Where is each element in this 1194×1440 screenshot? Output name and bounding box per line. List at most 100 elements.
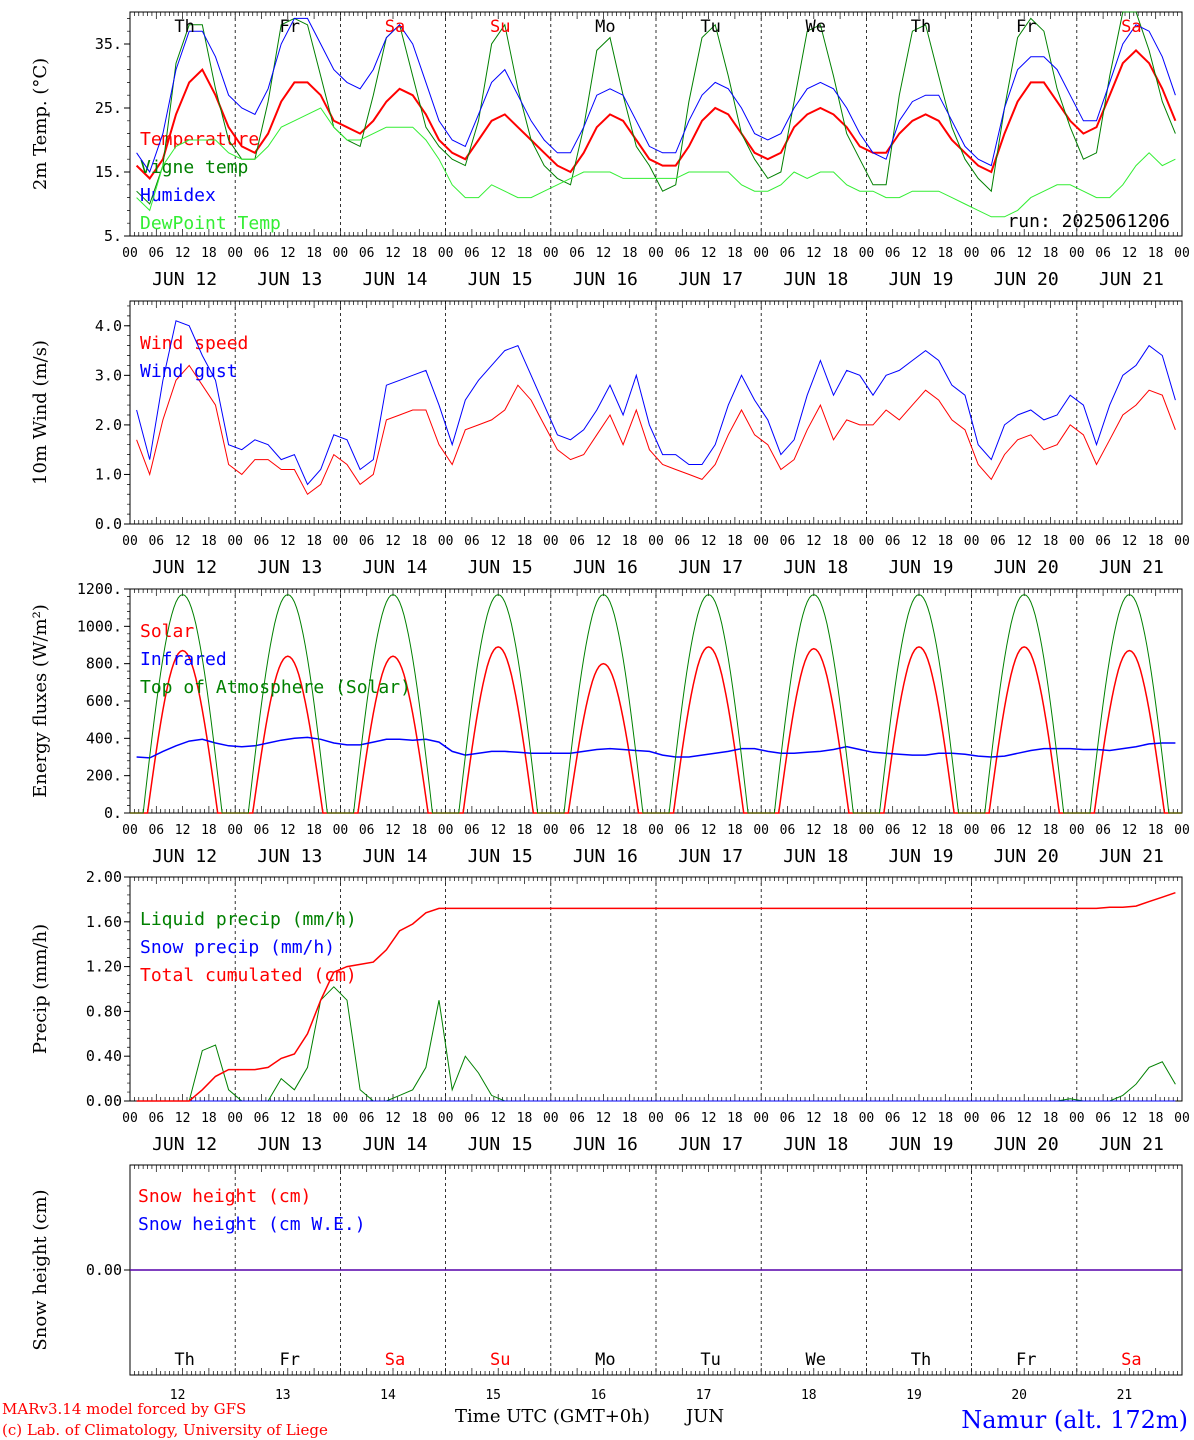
hour-tick-label: 00 <box>1069 246 1085 261</box>
hour-tick-label: 12 <box>806 246 822 261</box>
date-label: JUN 14 <box>362 846 427 867</box>
y-tick-label: 15. <box>95 163 122 181</box>
date-label: JUN 16 <box>573 846 638 867</box>
hour-tick-label: 06 <box>464 1111 480 1126</box>
hour-tick-label: 00 <box>1069 823 1085 838</box>
hour-tick-label: 12 <box>490 1111 506 1126</box>
date-label: JUN 15 <box>468 1134 533 1155</box>
day-number: 18 <box>801 1388 817 1403</box>
y-tick-label: 800. <box>86 655 122 673</box>
hour-tick-label: 12 <box>1016 823 1032 838</box>
hour-tick-label: 06 <box>990 246 1006 261</box>
y-tick-label: 5. <box>104 227 122 245</box>
y-tick-label: 2.0 <box>95 416 122 434</box>
hour-tick-label: 00 <box>333 246 349 261</box>
hour-tick-label: 00 <box>543 823 559 838</box>
date-label: JUN 12 <box>152 846 217 867</box>
hour-tick-label: 12 <box>911 534 927 549</box>
hour-tick-label: 12 <box>1122 823 1138 838</box>
hour-tick-label: 18 <box>937 823 953 838</box>
hour-tick-label: 00 <box>648 1111 664 1126</box>
x-axis-label: Time UTC (GMT+0h) <box>455 1406 650 1427</box>
hour-tick-label: 00 <box>227 823 243 838</box>
hour-tick-label: 00 <box>438 246 454 261</box>
hour-tick-label: 00 <box>227 534 243 549</box>
hour-tick-label: 18 <box>832 246 848 261</box>
hour-tick-label: 00 <box>753 823 769 838</box>
hour-tick-label: 12 <box>175 823 191 838</box>
hour-tick-label: 12 <box>911 246 927 261</box>
date-label: JUN 18 <box>783 269 848 290</box>
hour-tick-label: 12 <box>280 246 296 261</box>
weekday-label: Tu <box>700 17 720 37</box>
hour-tick-label: 00 <box>333 534 349 549</box>
hour-tick-label: 00 <box>1174 246 1190 261</box>
hour-tick-label: 12 <box>701 534 717 549</box>
hour-tick-label: 18 <box>1043 246 1059 261</box>
hour-tick-label: 06 <box>780 823 796 838</box>
hour-tick-label: 00 <box>1174 534 1190 549</box>
hour-tick-label: 06 <box>780 1111 796 1126</box>
weekday-label: Th <box>174 1350 194 1370</box>
hour-tick-label: 18 <box>1043 1111 1059 1126</box>
hour-tick-label: 06 <box>569 534 585 549</box>
y-tick-label: 0.0 <box>95 515 122 533</box>
date-label: JUN 16 <box>573 1134 638 1155</box>
hour-tick-label: 06 <box>148 534 164 549</box>
hour-tick-label: 18 <box>517 534 533 549</box>
series-infrared <box>136 736 1176 759</box>
hour-tick-label: 18 <box>1043 534 1059 549</box>
y-tick-label: 0.00 <box>86 1261 122 1279</box>
hour-tick-label: 06 <box>254 823 270 838</box>
date-label: JUN 21 <box>1099 1134 1164 1155</box>
y-tick-label: 0.00 <box>86 1092 122 1110</box>
hour-tick-label: 06 <box>885 823 901 838</box>
hour-tick-label: 00 <box>438 534 454 549</box>
hour-tick-label: 00 <box>648 246 664 261</box>
hour-tick-label: 00 <box>859 246 875 261</box>
hour-tick-label: 12 <box>280 1111 296 1126</box>
y-tick-label: 0.40 <box>86 1047 122 1065</box>
date-label: JUN 20 <box>994 557 1059 578</box>
legend-total-cumulated-cm-: Total cumulated (cm) <box>140 965 357 986</box>
hour-tick-label: 06 <box>990 1111 1006 1126</box>
y-tick-label: 1000. <box>77 617 122 635</box>
date-label: JUN 16 <box>573 269 638 290</box>
date-label: JUN 17 <box>678 846 743 867</box>
hour-tick-label: 18 <box>306 823 322 838</box>
hour-tick-label: 06 <box>1095 823 1111 838</box>
hour-tick-label: 00 <box>227 246 243 261</box>
hour-tick-label: 06 <box>674 823 690 838</box>
hour-tick-label: 00 <box>543 534 559 549</box>
y-tick-label: 25. <box>95 99 122 117</box>
hour-tick-label: 00 <box>122 246 138 261</box>
hour-tick-label: 00 <box>964 246 980 261</box>
hour-tick-label: 00 <box>227 1111 243 1126</box>
model-credit: MARv3.14 model forced by GFS <box>2 1400 246 1418</box>
legend-top-of-atmosphere-solar-: Top of Atmosphere (Solar) <box>140 677 411 698</box>
hour-tick-label: 00 <box>859 823 875 838</box>
weekday-label: Th <box>911 17 931 37</box>
hour-tick-label: 18 <box>937 534 953 549</box>
hour-tick-label: 06 <box>569 246 585 261</box>
series-dewpoint-temp <box>136 107 1176 218</box>
panel-1: 5. 15. 25. 35. 2m Temp. (°C) 00 06 12 18 00 06 12 18… <box>30 11 1190 290</box>
y-tick-label: 2.00 <box>86 868 122 886</box>
hour-tick-label: 18 <box>1148 246 1164 261</box>
hour-tick-label: 18 <box>517 823 533 838</box>
date-label: JUN 18 <box>783 557 848 578</box>
hour-tick-label: 06 <box>569 823 585 838</box>
hour-tick-label: 18 <box>201 246 217 261</box>
hour-tick-label: 18 <box>306 534 322 549</box>
legend-infrared: Infrared <box>140 649 227 670</box>
day-number: 16 <box>591 1388 607 1403</box>
hour-tick-label: 12 <box>1122 1111 1138 1126</box>
hour-tick-label: 12 <box>490 534 506 549</box>
series-humidex <box>136 17 1176 174</box>
hour-tick-label: 12 <box>385 534 401 549</box>
date-label: JUN 14 <box>362 1134 427 1155</box>
hour-tick-label: 18 <box>727 1111 743 1126</box>
hour-tick-label: 12 <box>280 534 296 549</box>
weekday-label: Fr <box>1016 1350 1036 1370</box>
day-number: 15 <box>485 1388 501 1403</box>
